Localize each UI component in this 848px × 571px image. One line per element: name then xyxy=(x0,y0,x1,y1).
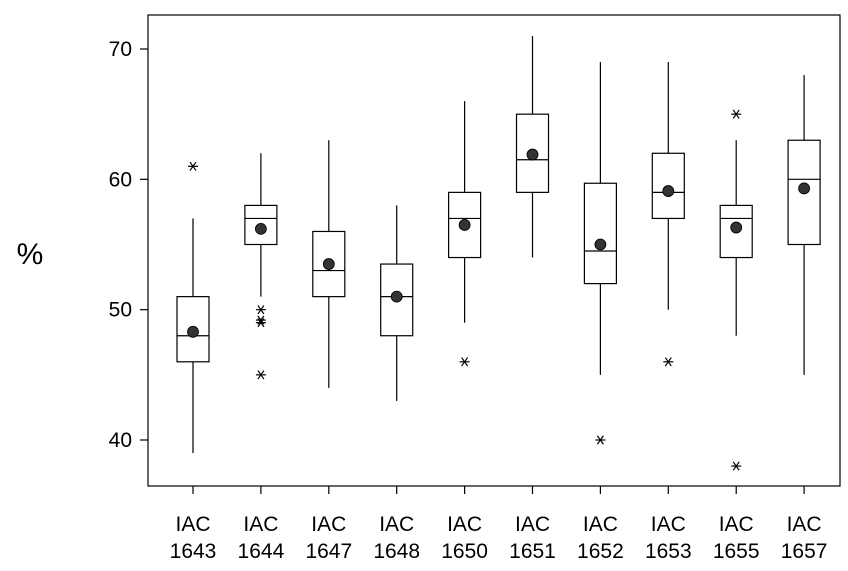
mean-marker xyxy=(390,290,403,303)
mean-marker xyxy=(187,325,199,338)
x-category-label: IAC 1644 xyxy=(238,513,285,563)
y-axis: 40 50 60 70 xyxy=(109,38,148,452)
iqr-box xyxy=(176,296,210,363)
iqr-box xyxy=(651,152,685,220)
x-category-label-line: 1644 xyxy=(238,540,285,563)
iqr-box xyxy=(448,191,482,259)
x-category-label: IAC 1655 xyxy=(713,513,760,563)
box-group xyxy=(515,35,550,258)
box-group xyxy=(651,62,685,367)
box-series xyxy=(176,35,821,471)
x-category-label-line: IAC xyxy=(447,513,482,536)
box-group xyxy=(176,161,210,454)
outlier-marker xyxy=(731,109,742,119)
mean-marker xyxy=(526,148,539,161)
box-group xyxy=(448,101,482,367)
outlier-marker xyxy=(731,461,742,471)
y-tick-label: 70 xyxy=(109,38,132,61)
x-category-label-line: 1652 xyxy=(577,540,624,563)
x-category-label-line: 1651 xyxy=(509,540,556,563)
box-group xyxy=(380,205,414,401)
x-category-label: IAC 1657 xyxy=(781,513,828,563)
x-category-label-line: IAC xyxy=(515,513,550,536)
x-category-label-line: 1653 xyxy=(645,540,692,563)
mean-marker xyxy=(798,182,810,195)
x-category-label-line: 1643 xyxy=(170,540,217,563)
x-category-label: IAC 1652 xyxy=(577,513,624,563)
y-tick-label: 60 xyxy=(109,168,132,191)
x-category-label: IAC 1651 xyxy=(509,513,556,563)
x-category-label: IAC 1650 xyxy=(441,513,488,563)
mean-marker xyxy=(730,221,743,234)
box-group xyxy=(719,109,753,471)
x-category-label-line: IAC xyxy=(311,513,346,536)
x-category-label-line: 1647 xyxy=(305,540,352,563)
outlier-marker xyxy=(595,435,606,445)
x-category-label: IAC 1648 xyxy=(373,513,420,563)
x-axis: IAC 1643 IAC 1644 IAC 1647 IAC 1648 IAC 1650 IAC 16… xyxy=(170,486,828,563)
box-group xyxy=(244,153,278,380)
x-category-label-line: IAC xyxy=(175,513,210,536)
plot-frame xyxy=(147,14,841,487)
iqr-box xyxy=(583,182,618,285)
outlier-marker xyxy=(188,161,198,171)
y-axis-title: % xyxy=(17,238,44,271)
iqr-box xyxy=(515,113,550,193)
x-category-label-line: 1648 xyxy=(373,540,420,563)
x-category-label: IAC 1653 xyxy=(645,513,692,563)
mean-marker xyxy=(662,185,675,197)
outlier-marker xyxy=(255,315,266,325)
mean-marker xyxy=(458,219,471,231)
box-group xyxy=(312,140,346,388)
x-category-label-line: 1657 xyxy=(781,540,828,563)
iqr-box xyxy=(380,263,414,337)
y-tick-label: 40 xyxy=(109,429,132,452)
box-group xyxy=(583,62,618,445)
box-group xyxy=(787,75,821,375)
outlier-marker xyxy=(255,305,266,315)
outlier-marker xyxy=(255,370,266,380)
x-category-label-line: IAC xyxy=(583,513,618,536)
outlier-marker xyxy=(663,357,674,367)
x-category-label-line: IAC xyxy=(719,513,754,536)
x-category-label-line: IAC xyxy=(243,513,278,536)
x-category-label-line: IAC xyxy=(379,513,414,536)
outlier-marker xyxy=(459,357,470,367)
x-category-label-line: IAC xyxy=(787,513,822,536)
iqr-box xyxy=(312,230,346,298)
mean-marker xyxy=(594,238,607,251)
x-category-label-line: 1650 xyxy=(441,540,488,563)
mean-marker xyxy=(322,258,335,270)
x-category-label: IAC 1643 xyxy=(170,513,217,563)
x-category-label-line: 1655 xyxy=(713,540,760,563)
x-category-label: IAC 1647 xyxy=(305,513,352,563)
iqr-box xyxy=(719,204,753,259)
iqr-box xyxy=(244,204,278,246)
x-category-label-line: IAC xyxy=(651,513,686,536)
iqr-box xyxy=(787,139,821,246)
y-tick-label: 50 xyxy=(109,299,132,322)
mean-marker xyxy=(254,222,267,235)
